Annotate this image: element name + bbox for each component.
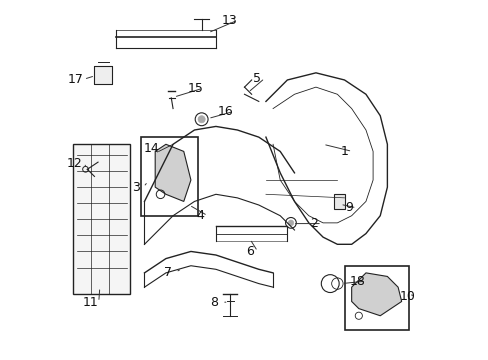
Bar <box>333 194 344 208</box>
Bar <box>73 144 130 294</box>
Text: 10: 10 <box>399 289 415 303</box>
Polygon shape <box>155 144 190 202</box>
Bar <box>141 137 198 216</box>
Text: 12: 12 <box>67 157 82 170</box>
Text: 18: 18 <box>349 275 366 288</box>
Text: 16: 16 <box>218 105 233 118</box>
Text: 3: 3 <box>131 181 139 194</box>
Text: 4: 4 <box>196 209 203 222</box>
Text: 11: 11 <box>83 296 99 309</box>
Text: 15: 15 <box>187 82 203 95</box>
Bar <box>344 266 408 330</box>
Text: 6: 6 <box>245 245 253 258</box>
Text: 8: 8 <box>210 296 218 309</box>
Text: 13: 13 <box>221 14 237 27</box>
Bar <box>94 66 112 84</box>
Circle shape <box>287 220 293 226</box>
Text: 17: 17 <box>68 73 83 86</box>
Text: 2: 2 <box>309 217 318 230</box>
Polygon shape <box>351 273 401 316</box>
Text: 7: 7 <box>163 266 171 279</box>
Text: 14: 14 <box>143 143 159 156</box>
Text: 1: 1 <box>340 145 348 158</box>
Text: 9: 9 <box>344 201 352 214</box>
Circle shape <box>198 116 205 123</box>
Text: 5: 5 <box>252 72 261 85</box>
